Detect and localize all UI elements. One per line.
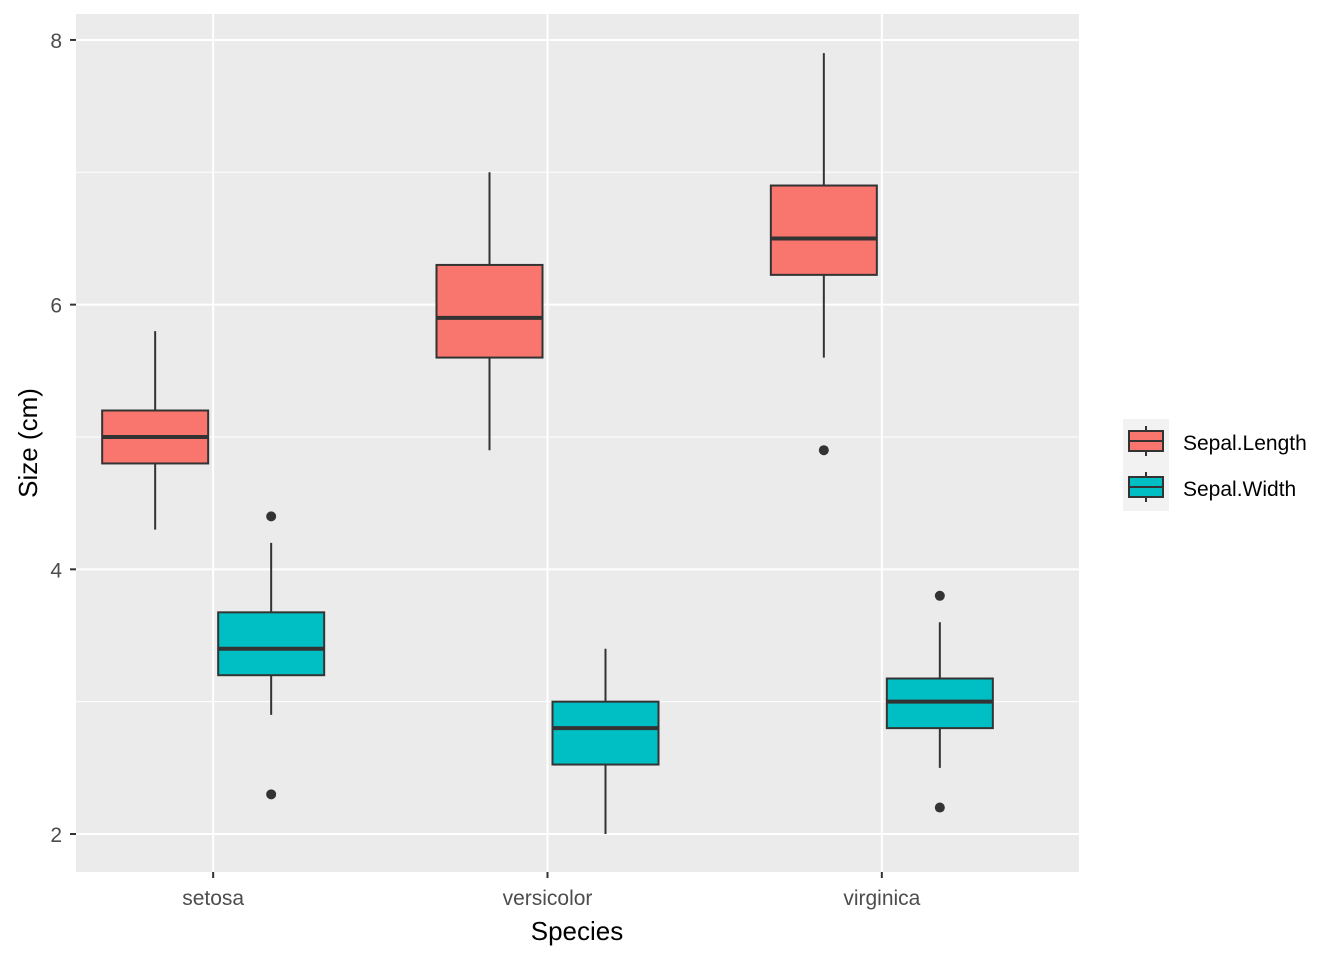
- outlier-point: [934, 590, 945, 601]
- x-axis-title: Species: [531, 916, 624, 946]
- y-tick-label: 2: [50, 824, 62, 847]
- outlier-point: [934, 802, 945, 813]
- axes: 2 4 6 8 setosa versicolor virginica: [50, 30, 920, 910]
- box-sepal-length: [769, 184, 878, 276]
- outlier-point: [818, 445, 829, 456]
- box-sepal-width: [551, 700, 660, 766]
- y-tick-label: 8: [50, 30, 62, 53]
- y-tick-label: 6: [50, 295, 62, 318]
- x-tick-label: virginica: [843, 887, 920, 910]
- x-tick-label: setosa: [182, 887, 244, 910]
- outlier-point: [266, 511, 277, 522]
- box-sepal-length: [435, 263, 544, 359]
- legend-label: Sepal.Length: [1183, 432, 1307, 455]
- boxes: [101, 53, 994, 835]
- outlier-point: [266, 789, 277, 800]
- legend-label: Sepal.Width: [1183, 478, 1296, 501]
- legend: Sepal.Length Sepal.Width: [1123, 419, 1307, 511]
- box-sepal-width: [217, 611, 326, 677]
- x-tick-label: versicolor: [503, 887, 593, 910]
- gridlines: [76, 14, 1079, 872]
- y-tick-label: 4: [50, 559, 62, 582]
- y-axis-title: Size (cm): [13, 388, 43, 498]
